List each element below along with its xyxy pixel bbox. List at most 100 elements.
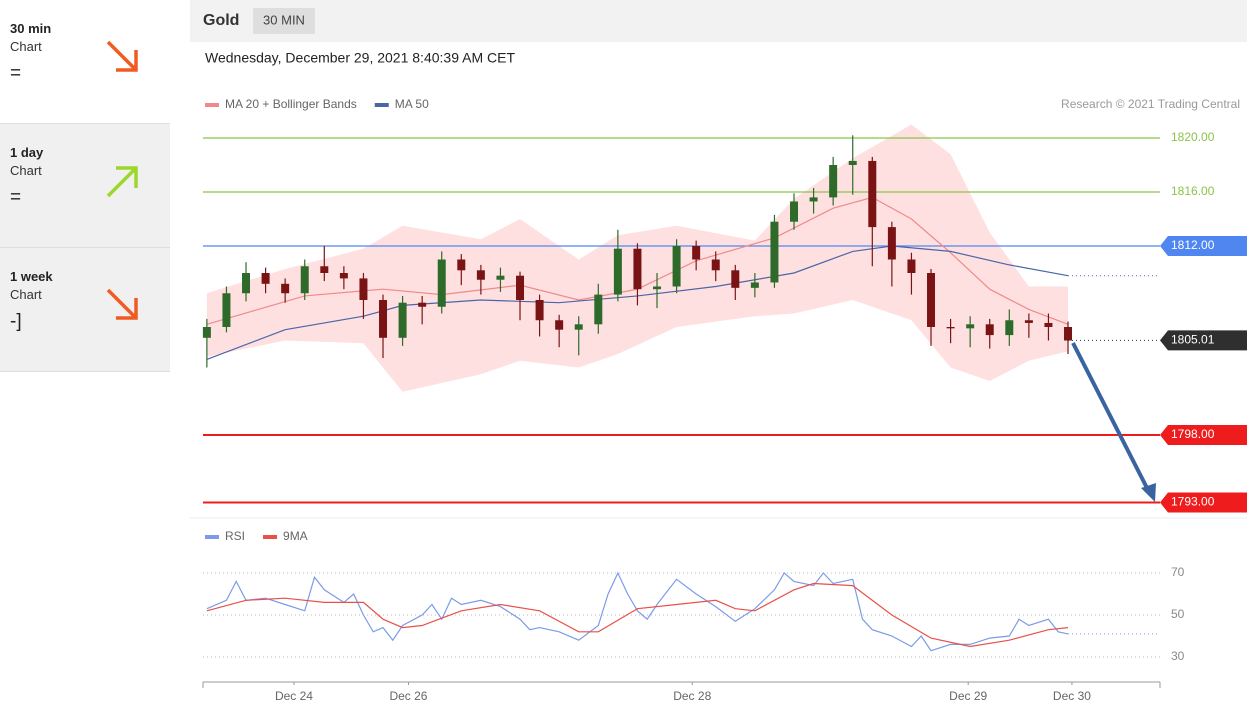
x-tick-label: Dec 26 — [389, 689, 427, 703]
candle-body — [692, 246, 701, 260]
last-price-box — [1160, 330, 1247, 351]
signal: -] — [10, 311, 22, 332]
candle-body — [398, 302, 407, 338]
period: 30 min — [10, 21, 52, 36]
candle-body — [907, 259, 916, 273]
timestamp: Wednesday, December 29, 2021 8:40:39 AM … — [205, 50, 515, 66]
level-label: 1798.00 — [1171, 427, 1215, 441]
candle-body — [320, 266, 329, 273]
candle-body — [281, 283, 290, 294]
legend-label: MA 20 + Bollinger Bands — [225, 97, 357, 111]
x-tick-label: Dec 29 — [949, 689, 987, 703]
ma-line — [206, 245, 1069, 360]
signal-row[interactable]: 1 day Chart = — [0, 124, 170, 248]
candle-body — [300, 266, 309, 294]
period: 1 day — [10, 145, 44, 160]
signal: = — [10, 187, 22, 208]
legend-label: 9MA — [283, 529, 308, 543]
candle-body — [242, 273, 251, 294]
signal-row[interactable]: 30 min Chart = — [0, 0, 170, 124]
candle-body — [868, 160, 877, 228]
candle-body — [379, 300, 388, 338]
candle-body — [261, 273, 270, 284]
label: Chart — [10, 163, 42, 178]
sidebar: 30 min Chart = 1 day Chart = 1 week Char… — [0, 0, 170, 372]
candle-body — [555, 320, 564, 330]
candle-body — [848, 160, 857, 165]
y-tick-label: 70 — [1171, 565, 1185, 579]
legend-label: MA 50 — [395, 97, 429, 111]
ma-line — [206, 196, 1069, 325]
candle-body — [946, 327, 955, 329]
candle-body — [202, 327, 211, 338]
candle-body — [516, 275, 525, 300]
arrow-down-icon — [106, 288, 138, 320]
candle-body — [927, 273, 936, 327]
timeframe-box — [253, 8, 315, 34]
y-tick-label: 50 — [1171, 607, 1185, 621]
credit: Research © 2021 Trading Central — [1061, 97, 1240, 111]
candle-body — [770, 221, 779, 283]
candle-body — [829, 165, 838, 198]
level-label-box — [1160, 236, 1247, 256]
level-label: 1793.00 — [1171, 495, 1215, 509]
legend-swatch — [205, 103, 219, 107]
x-tick-label: Dec 30 — [1053, 689, 1091, 703]
candle-body — [594, 294, 603, 325]
signal-row[interactable]: 1 week Chart -] — [0, 248, 170, 372]
label: Chart — [10, 39, 42, 54]
candle-body — [750, 282, 759, 288]
x-tick-label: Dec 24 — [275, 689, 313, 703]
candle-body — [535, 300, 544, 321]
signal: = — [10, 63, 22, 84]
last-price-label: 1805.01 — [1171, 333, 1215, 347]
timeframe: 30 MIN — [263, 12, 305, 27]
candle-body — [1005, 320, 1014, 336]
projection-arrow-head — [1141, 483, 1156, 502]
candle-body — [1024, 320, 1033, 323]
candle-body — [633, 248, 642, 290]
candle-body — [985, 324, 994, 336]
label: Chart — [10, 287, 42, 302]
candle-body — [966, 324, 975, 329]
candle-body — [339, 273, 348, 279]
legend-swatch — [263, 535, 278, 539]
candle-body — [809, 197, 818, 202]
candle-body — [437, 259, 446, 307]
arrow-up-icon — [106, 166, 138, 198]
level-label: 1816.00 — [1171, 184, 1215, 198]
candle-body — [496, 275, 505, 280]
level-label-box — [1160, 492, 1247, 513]
instrument: Gold — [203, 12, 239, 29]
candle-body — [731, 270, 740, 288]
period: 1 week — [10, 269, 53, 284]
candle-body — [457, 259, 466, 271]
series-line — [206, 571, 1069, 652]
legend-swatch — [205, 535, 219, 539]
arrow-down-icon — [106, 40, 138, 72]
y-tick-label: 30 — [1171, 649, 1185, 663]
candle-body — [613, 248, 622, 295]
candle-body — [222, 293, 231, 327]
candle-body — [574, 324, 583, 330]
projection-arrow — [1071, 342, 1150, 491]
header-bar — [190, 0, 1247, 42]
candle-body — [711, 259, 720, 271]
level-label: 1812.00 — [1171, 238, 1215, 252]
candle-body — [1064, 327, 1073, 341]
bollinger-band — [206, 124, 1069, 392]
series-line — [206, 582, 1069, 648]
level-label-box — [1160, 425, 1247, 445]
candle-body — [359, 278, 368, 300]
candle-body — [672, 246, 681, 287]
candle-body — [887, 227, 896, 260]
x-tick-label: Dec 28 — [673, 689, 711, 703]
candle-body — [1044, 322, 1053, 327]
candle-body — [790, 201, 799, 222]
candle-body — [476, 270, 485, 280]
legend-swatch — [374, 103, 389, 107]
candle-body — [418, 302, 427, 307]
level-label: 1820.00 — [1171, 130, 1215, 144]
